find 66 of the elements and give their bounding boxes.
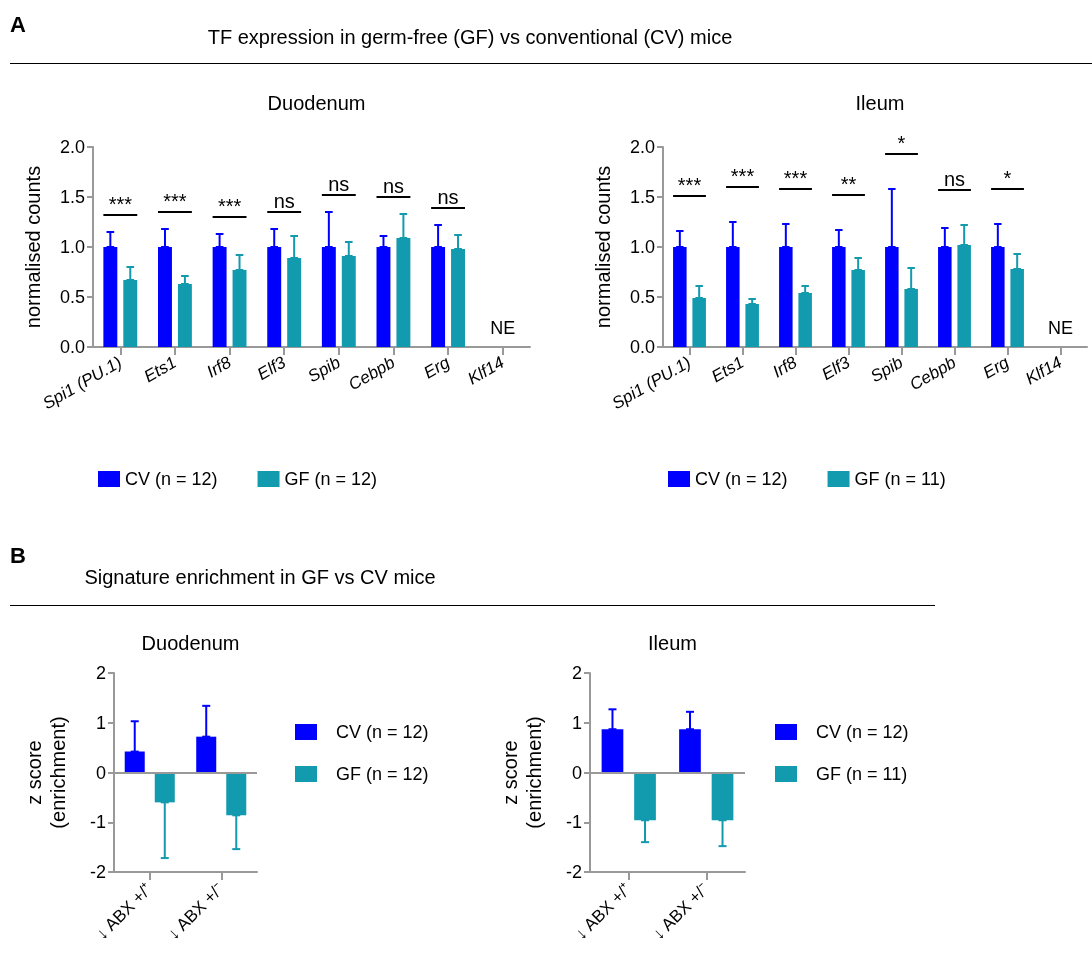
y-tick-label: -2 xyxy=(565,862,582,882)
annotation: *** xyxy=(108,193,133,215)
y-tick-label: 2.0 xyxy=(629,137,655,157)
x-tick-label: Spib xyxy=(867,352,907,387)
annotation: NE xyxy=(1047,318,1074,338)
y-tick-label: -1 xyxy=(89,812,106,833)
chart-subtitle: TF expression in germ-free (GF) vs conventional (CV) mice xyxy=(207,26,733,48)
chart-title: Duodenum xyxy=(141,632,240,654)
chart-subtitle: Signature enrichment in GF vs CV mice xyxy=(83,566,437,589)
y-tick-label: 1.0 xyxy=(59,237,85,257)
text: A xyxy=(10,12,26,38)
y-tick-label: 0 xyxy=(95,762,106,783)
annotation: * xyxy=(1003,167,1012,189)
y-axis-title: z score (enrichment) xyxy=(23,716,69,829)
x-tick-label: Spib xyxy=(304,352,344,387)
chart-title: Ileum xyxy=(648,632,697,654)
annotation: ns xyxy=(328,173,350,195)
x-tick-label: Irf8 xyxy=(769,352,801,382)
annotation: *** xyxy=(677,174,702,196)
legend-label: CV (n = 12) xyxy=(816,722,909,742)
annotation: ns xyxy=(273,190,295,212)
legend-label: GF (n = 11) xyxy=(816,764,908,784)
legend-label: GF (n = 12) xyxy=(284,469,378,489)
chart-title: Ileum xyxy=(855,92,905,114)
annotation: ** xyxy=(840,173,857,195)
y-tick-label: 1 xyxy=(571,712,582,733)
chart-title: Duodenum xyxy=(267,92,366,114)
annotation: ns xyxy=(943,168,966,190)
annotation: * xyxy=(897,132,906,154)
y-tick-label: 1.0 xyxy=(629,237,655,257)
y-tick-label: -1 xyxy=(565,812,582,833)
legend-label: GF (n = 12) xyxy=(336,764,429,784)
annotation: ns xyxy=(437,186,459,208)
y-tick-label: 0.5 xyxy=(59,287,85,307)
annotation: NE xyxy=(490,318,516,338)
y-axis-title: z score (enrichment) xyxy=(499,716,545,829)
x-tick-label: Irf8 xyxy=(203,352,235,382)
annotation: *** xyxy=(217,195,242,217)
y-tick-label: 0.0 xyxy=(629,337,655,357)
x-tick-label: Ets1 xyxy=(140,352,180,387)
legend-label: CV (n = 12) xyxy=(336,722,429,742)
y-tick-label: 0 xyxy=(571,762,582,783)
y-tick-label: 2 xyxy=(95,663,106,683)
y-tick-label: 1.5 xyxy=(629,187,655,207)
y-tick-label: -2 xyxy=(89,862,106,882)
y-axis-title: normalised counts xyxy=(592,165,614,329)
x-tick-label: Elf3 xyxy=(254,352,290,384)
x-tick-label: Erg xyxy=(420,352,454,383)
y-tick-label: 0.5 xyxy=(629,287,655,307)
annotation: *** xyxy=(783,167,808,189)
legend-label: CV (n = 12) xyxy=(695,469,788,489)
annotation: *** xyxy=(163,190,187,212)
x-tick-label: Erg xyxy=(979,352,1013,383)
x-tick-label: Elf3 xyxy=(818,352,854,384)
annotation: *** xyxy=(730,165,755,187)
annotation: ns xyxy=(382,175,404,197)
y-tick-label: 2.0 xyxy=(59,137,85,157)
y-axis-title: normalised counts xyxy=(22,165,44,329)
y-tick-label: 2 xyxy=(571,663,582,683)
y-tick-label: 0.0 xyxy=(59,337,85,357)
legend-label: GF (n = 11) xyxy=(854,469,946,489)
x-tick-label: Ets1 xyxy=(708,352,748,387)
text: B xyxy=(10,543,26,569)
y-tick-label: 1 xyxy=(95,712,106,733)
legend-label: CV (n = 12) xyxy=(125,469,218,489)
y-tick-label: 1.5 xyxy=(59,187,85,207)
